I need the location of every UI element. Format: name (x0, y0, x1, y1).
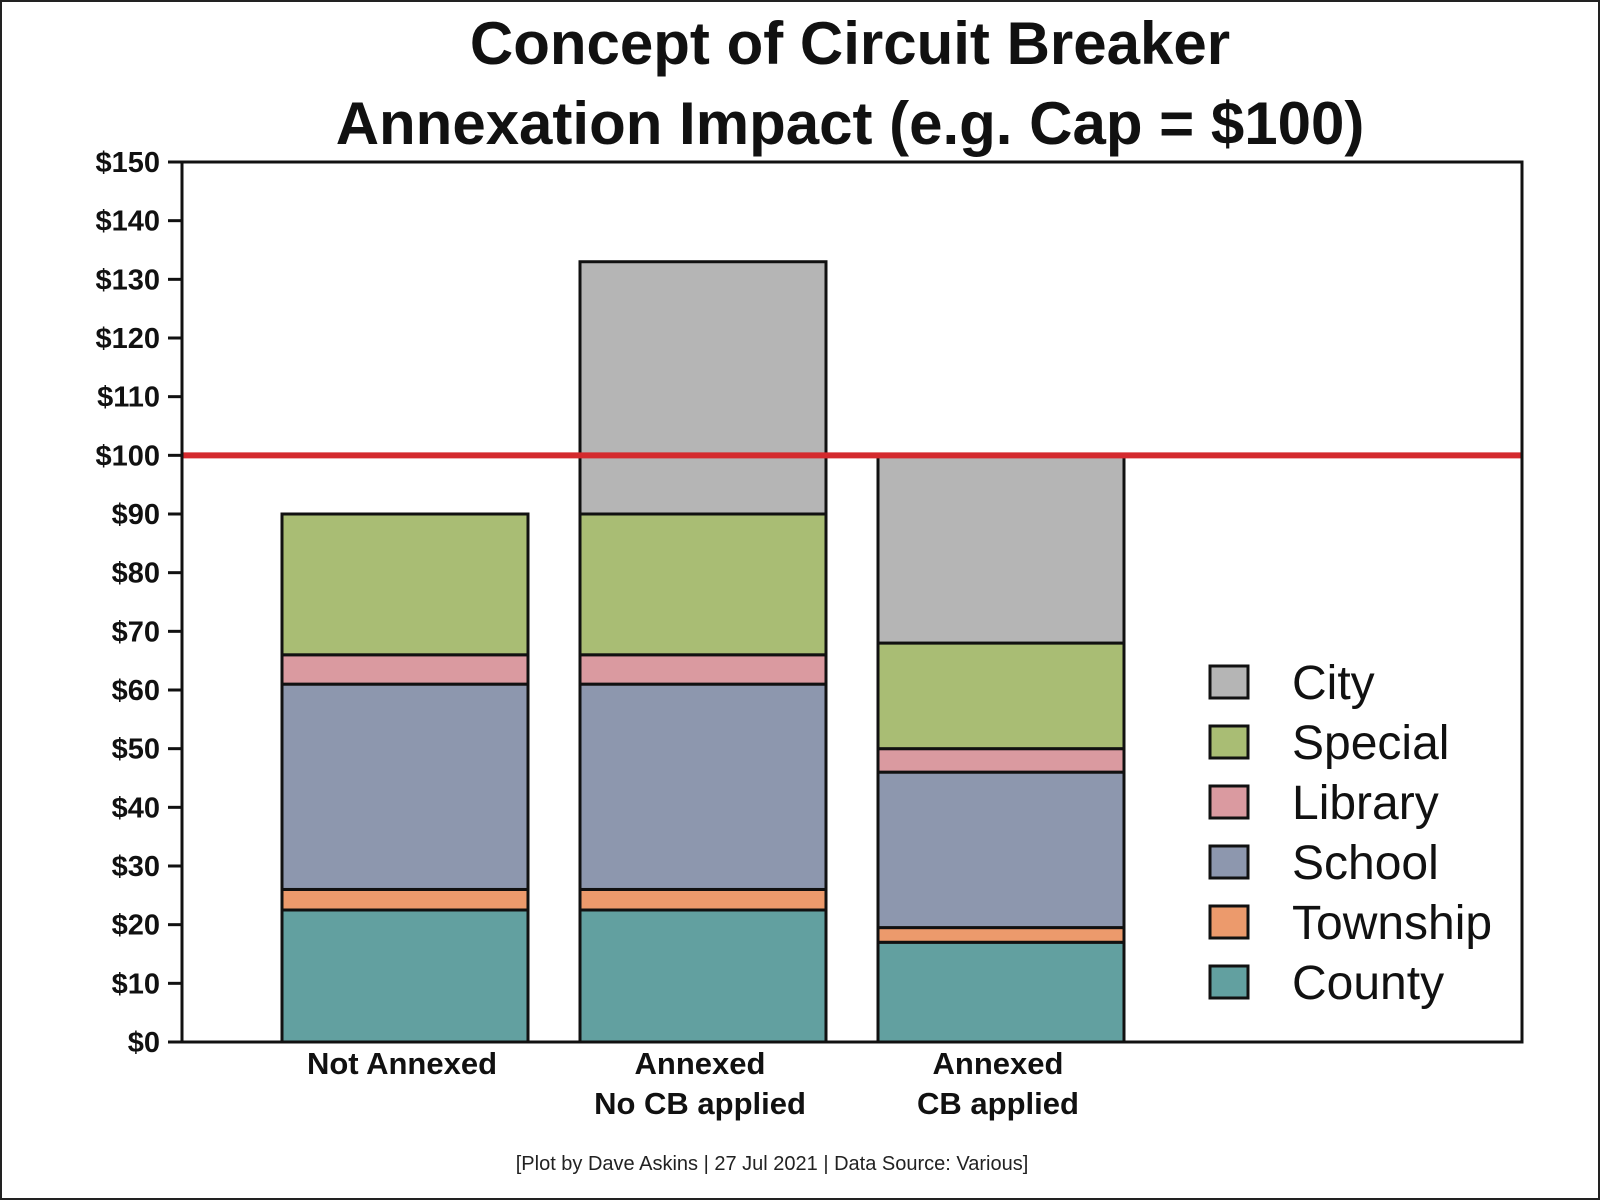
bar-segment-county-1 (280, 908, 530, 1044)
bar-segment-library-2 (578, 653, 828, 686)
y-tick-label: $10 (112, 968, 160, 1000)
legend-swatch-special (1208, 724, 1250, 760)
bar-segment-township-2 (578, 887, 828, 912)
y-tick-label: $90 (112, 499, 160, 531)
y-tick-label: $150 (95, 147, 160, 179)
legend-label-township: Township (1292, 897, 1492, 950)
bar-segment-township-1 (280, 887, 530, 912)
chart-title-line-1: Concept of Circuit Breaker (470, 10, 1230, 77)
chart-caption: [Plot by Dave Askins | 27 Jul 2021 | Dat… (516, 1153, 1029, 1175)
x-category-label: Not Annexed (307, 1046, 497, 1081)
legend-swatch-city (1208, 664, 1250, 700)
bars-layer (280, 260, 1126, 1044)
x-category-label: CB applied (917, 1086, 1079, 1121)
legend-label-school: School (1292, 837, 1439, 890)
bar-segment-county-3 (876, 940, 1126, 1044)
bar-segment-special-3 (876, 641, 1126, 751)
x-axis: Not Annexed Annexed No CB applied Annexed CB… (307, 1046, 1079, 1121)
x-category-label: Annexed (635, 1046, 766, 1081)
legend-swatch-library (1208, 784, 1250, 820)
bar-segment-library-3 (876, 747, 1126, 774)
y-tick-label: $20 (112, 910, 160, 942)
legend-label-city: City (1292, 657, 1375, 710)
y-tick-label: $70 (112, 616, 160, 648)
y-tick-label: $60 (112, 675, 160, 707)
y-tick-label: $80 (112, 558, 160, 590)
bar-segment-school-3 (876, 770, 1126, 930)
plot-frame (180, 160, 1524, 1044)
legend-swatch-township (1208, 904, 1250, 940)
legend-label-special: Special (1292, 717, 1449, 770)
legend: City Special Library School Township County (1208, 657, 1492, 1010)
bar-segment-township-3 (876, 926, 1126, 944)
y-tick-label: $130 (95, 264, 160, 296)
legend-label-library: Library (1292, 777, 1439, 830)
y-tick-label: $140 (95, 206, 160, 238)
legend-label-county: County (1292, 957, 1444, 1010)
y-tick-label: $110 (97, 382, 160, 414)
x-category-label: No CB applied (594, 1086, 806, 1121)
y-tick-label: $40 (112, 792, 160, 824)
bar-segment-school-1 (280, 682, 530, 891)
y-tick-label: $0 (128, 1027, 160, 1059)
y-tick-label: $30 (112, 851, 160, 883)
y-tick-label: $50 (112, 734, 160, 766)
y-tick-label: $100 (95, 440, 160, 472)
bar-segment-special-1 (280, 512, 530, 657)
y-axis: $0 $10 $20 $30 $40 $50 $60 $70 $80 $90 $100 $110 $12… (95, 147, 182, 1059)
legend-swatch-school (1208, 844, 1250, 880)
bar-segment-school-2 (578, 682, 828, 891)
y-tick-label: $120 (95, 323, 160, 355)
legend-swatch-county (1208, 964, 1250, 1000)
bar-segment-special-2 (578, 512, 828, 657)
bar-segment-county-2 (578, 908, 828, 1044)
x-category-label: Annexed (933, 1046, 1064, 1081)
bar-segment-city-2 (578, 260, 828, 516)
chart-title-line-2: Annexation Impact (e.g. Cap = $100) (336, 90, 1365, 157)
bar-segment-city-3 (876, 453, 1126, 645)
bar-segment-library-1 (280, 653, 530, 686)
